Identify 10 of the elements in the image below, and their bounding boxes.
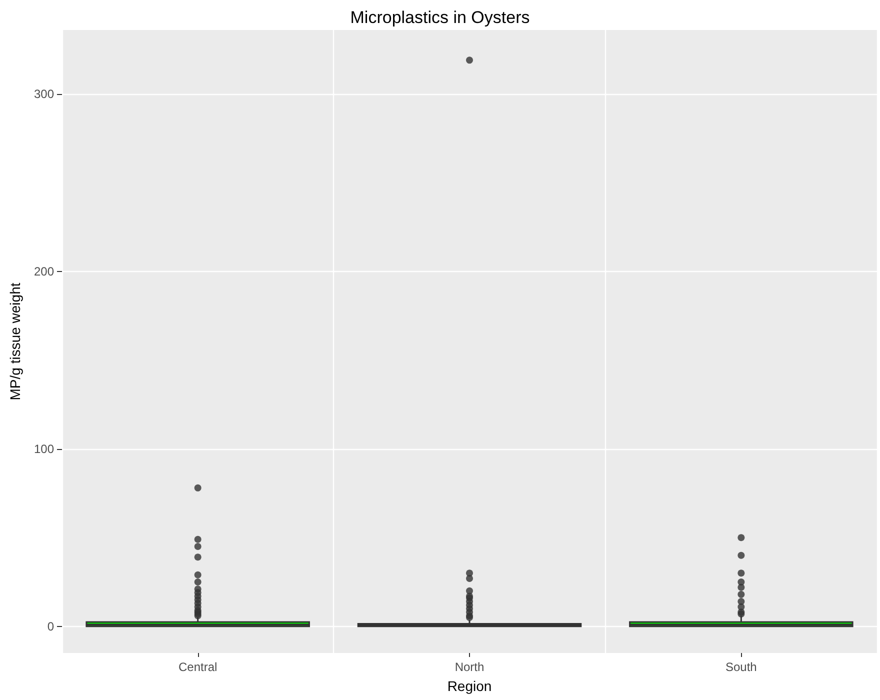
y-tick-label: 200: [34, 264, 54, 278]
chart-title: Microplastics in Oysters: [350, 8, 530, 27]
x-tick-label: Central: [178, 660, 218, 674]
x-tick-label: South: [725, 660, 757, 674]
y-tick-label: 100: [34, 442, 54, 456]
y-tick-label: 0: [47, 619, 54, 634]
x-axis-title: Region: [447, 678, 492, 694]
y-axis-title: MP/g tissue weight: [7, 282, 23, 400]
y-tick-label: 300: [34, 86, 54, 101]
x-tick-label: North: [454, 660, 484, 674]
